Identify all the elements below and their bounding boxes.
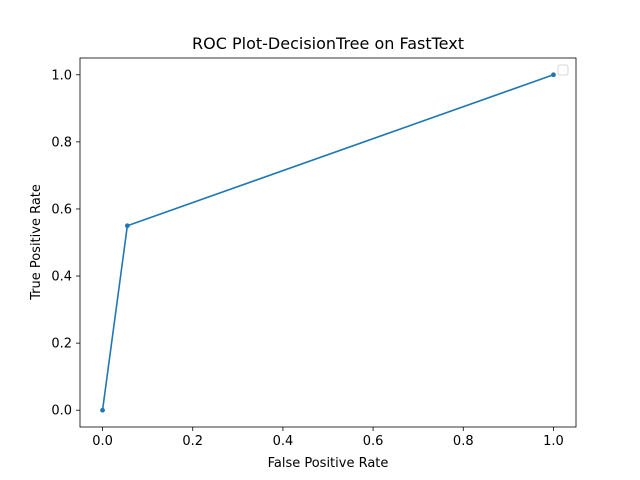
legend-box xyxy=(557,64,569,76)
axes-frame xyxy=(79,57,577,428)
roc-data-point xyxy=(124,223,130,229)
y-tick-label: 0.8 xyxy=(51,135,72,150)
y-tick-label: 0.6 xyxy=(51,202,72,217)
y-tick-label: 0.0 xyxy=(51,404,72,419)
x-tick-label: 0.4 xyxy=(273,434,294,449)
x-tick-label: 0.0 xyxy=(92,434,113,449)
chart-title: ROC Plot-DecisionTree on FastText xyxy=(192,34,464,53)
roc-data-point xyxy=(551,72,556,78)
y-tick-label: 0.4 xyxy=(51,270,72,285)
plot-area: 0.0 0.2 0.4 0.6 0.8 1.0 0.0 0.2 0.4 0.6 0.8 1.0 xyxy=(51,57,577,449)
y-tick-label: 0.2 xyxy=(51,337,72,352)
roc-data-point xyxy=(100,407,105,413)
x-tick-label: 0.2 xyxy=(182,434,203,449)
x-axis-label: False Positive Rate xyxy=(268,456,389,471)
x-tick-label: 0.8 xyxy=(453,434,474,449)
y-axis-label: True Positive Rate xyxy=(29,184,44,301)
x-tick-label: 1.0 xyxy=(543,434,564,449)
y-tick-label: 1.0 xyxy=(51,68,72,83)
x-tick-label: 0.6 xyxy=(363,434,384,449)
